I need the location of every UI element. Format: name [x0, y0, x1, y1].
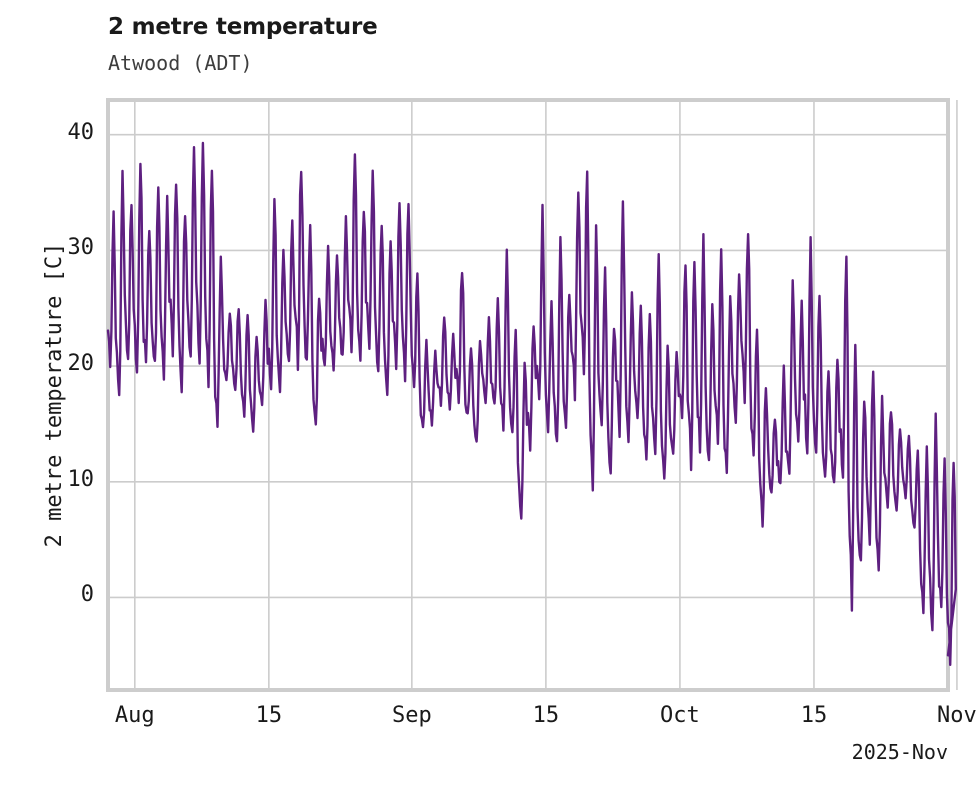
x-tick-label: 15: [532, 703, 560, 728]
chart-subtitle: Atwood (ADT): [108, 51, 253, 75]
y-tick-label: 10: [67, 466, 95, 492]
x-axis-label: 2025-Nov: [851, 740, 948, 764]
y-tick-label: 0: [80, 582, 94, 608]
y-tick-label: 20: [67, 351, 95, 377]
x-tick-label: 15: [255, 703, 283, 728]
x-tick-label: Oct: [660, 703, 700, 728]
x-tick-label: Nov: [937, 703, 977, 728]
temperature-series: [106, 141, 957, 666]
y-tick-label: 40: [67, 119, 95, 145]
x-tick-label: 15: [800, 703, 828, 728]
y-tick-label: 30: [67, 235, 95, 261]
grid-lines: [108, 100, 958, 690]
x-tick-label: Sep: [391, 703, 432, 728]
plot-frame: [106, 98, 950, 692]
x-tick-label: Aug: [114, 703, 155, 728]
page-title: 2 metre temperature: [108, 14, 378, 40]
